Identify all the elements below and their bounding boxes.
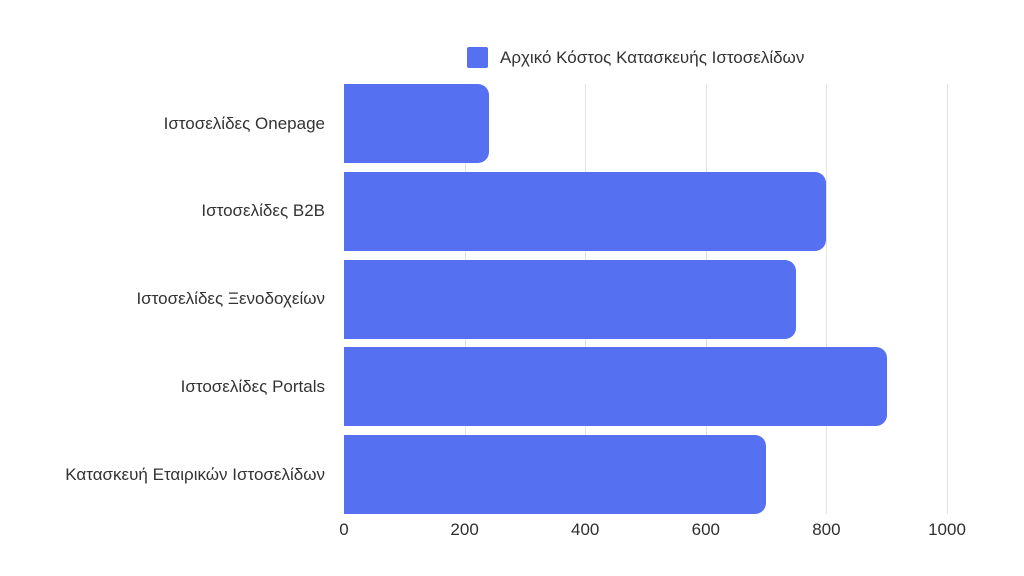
legend-label: Αρχικό Κόστος Κατασκευής Ιστοσελίδων [500, 47, 805, 67]
bar-series [344, 84, 1010, 514]
x-tick-label: 600 [691, 520, 720, 539]
x-tick-label: 400 [571, 520, 600, 539]
category-label: Ιστοσελίδες Ξενοδοχείων [136, 289, 325, 308]
value-axis-labels: 0 200 400 600 800 1000 [339, 520, 1010, 546]
bar-1[interactable] [344, 171, 827, 251]
bar-0[interactable] [344, 84, 489, 163]
x-tick-label: 0 [339, 520, 349, 539]
category-label: Κατασκευή Εταιρικών Ιστοσελίδων [65, 464, 325, 484]
category-label: Ιστοσελίδες B2B [201, 201, 325, 221]
x-tick-label: 200 [450, 520, 479, 539]
x-tick-label: 1000 [928, 520, 966, 539]
gridline [826, 84, 828, 514]
legend-item[interactable]: Αρχικό Κόστος Κατασκευής Ιστοσελίδων [467, 47, 804, 68]
bar-3[interactable] [344, 347, 887, 427]
gridline [947, 84, 948, 514]
x-tick-label: 800 [812, 520, 841, 539]
bar-4[interactable] [344, 435, 767, 514]
category-axis-labels: Ιστοσελίδες Onepage Ιστοσελίδες B2B Ιστοσε… [0, 84, 334, 514]
category-label: Ιστοσελίδες Portals [180, 376, 325, 396]
legend-swatch-icon [467, 47, 488, 68]
plot-area [344, 84, 1010, 514]
bar-2[interactable] [344, 259, 797, 339]
category-label: Ιστοσελίδες Onepage [163, 113, 325, 133]
